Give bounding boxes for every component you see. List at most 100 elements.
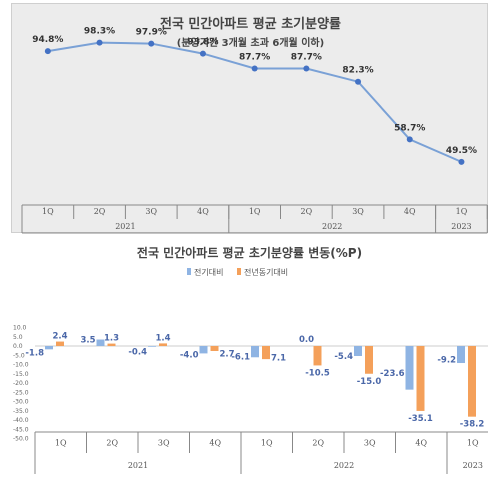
bar-prev-quarter-label: 0.0: [299, 335, 314, 345]
initial-sale-rate-point: [406, 136, 413, 143]
bar-prev-quarter: [45, 346, 53, 350]
line-chart-title: 전국 민간아파트 평균 초기분양률: [160, 16, 341, 32]
initial-sale-rate-point: [251, 65, 258, 72]
line-chart-quarter-label: 2Q: [94, 207, 106, 216]
bar-chart-svg: 전국 민간아파트 평균 초기분양률 변동(%P) 전기대비 전년동기대비 10.…: [13, 245, 499, 474]
bar-chart-y-tick-label: -5.0: [13, 352, 25, 359]
initial-sale-rate-data-label: 82.3%: [342, 66, 373, 76]
bar-chart-y-tick-label: -10.0: [13, 362, 29, 369]
bar-prev-year-label: 2.4: [52, 332, 67, 342]
bar-prev-year: [313, 346, 322, 366]
bar-prev-quarter: [405, 346, 414, 390]
bar-prev-year: [468, 346, 476, 417]
bar-chart-year-label: 2023: [463, 461, 483, 470]
sale-rate-change-bar-chart: 전국 민간아파트 평균 초기분양률 변동(%P) 전기대비 전년동기대비 10.…: [11, 238, 499, 474]
bar-chart-y-tick-label: 10.0: [13, 325, 27, 332]
bar-prev-quarter-label: -1.8: [25, 349, 44, 359]
initial-sale-rate-point: [355, 78, 362, 85]
bar-chart-y-tick-label: -50.0: [13, 436, 29, 443]
bar-prev-year-label: 7.1: [271, 354, 286, 364]
bar-chart-quarter-label: 3Q: [364, 439, 376, 448]
bar-chart-y-tick-label: -25.0: [13, 389, 29, 396]
legend-swatch-prev-quarter: [187, 268, 191, 275]
bar-chart-year-label: 2021: [128, 461, 148, 470]
line-chart-quarter-label: 4Q: [197, 207, 209, 216]
bar-prev-year: [210, 346, 219, 351]
bar-chart-quarter-label: 2Q: [106, 439, 118, 448]
legend-swatch-prev-year: [237, 268, 241, 275]
initial-sale-rate-point: [44, 48, 51, 55]
line-chart-svg: 전국 민간아파트 평균 초기분양률 (분양기간 3개월 초과 6개월 이하) 9…: [21, 16, 488, 234]
bar-prev-quarter-label: -9.2: [437, 356, 456, 366]
bar-chart-y-tick-label: -15.0: [13, 371, 29, 378]
initial-sale-rate-data-label: 97.9%: [136, 28, 167, 38]
bar-prev-quarter-label: -5.4: [334, 352, 353, 362]
line-chart-quarter-label: 3Q: [145, 207, 157, 216]
bar-chart-y-tick-label: -40.0: [13, 417, 29, 424]
bar-chart-quarter-label: 1Q: [261, 439, 273, 448]
bar-chart-y-tick-label: 5.0: [13, 334, 23, 341]
bar-chart-y-tick-label: -20.0: [13, 380, 29, 387]
line-chart-subtitle: (분양기간 3개월 초과 6개월 이하): [177, 36, 324, 49]
line-chart-quarter-label: 2Q: [301, 207, 313, 216]
bar-prev-quarter-label: -0.4: [128, 347, 147, 357]
line-chart-quarter-label: 1Q: [42, 207, 54, 216]
line-chart-year-label: 2021: [115, 222, 135, 231]
bar-prev-year-label: 2.7: [220, 349, 235, 359]
bar-chart-y-tick-label: -35.0: [13, 408, 29, 415]
bar-prev-quarter: [96, 339, 105, 346]
bar-chart-year-label: 2022: [334, 461, 354, 470]
initial-sale-rate-point: [303, 65, 310, 72]
bar-prev-year: [56, 341, 64, 346]
bar-prev-quarter-label: 3.5: [80, 336, 95, 346]
line-chart-year-label: 2023: [451, 222, 471, 231]
bar-prev-year-label: -38.2: [460, 420, 485, 430]
legend-label-prev-quarter: 전기대비: [194, 267, 223, 277]
bar-chart-y-tick-label: -45.0: [13, 426, 29, 433]
bar-chart-quarter-label: 4Q: [415, 439, 427, 448]
initial-sale-rate-data-label: 87.7%: [239, 53, 270, 63]
legend-label-prev-year: 전년동기대비: [244, 267, 288, 277]
bar-chart-title: 전국 민간아파트 평균 초기분양률 변동(%P): [137, 245, 362, 260]
initial-sale-rate-line-chart: 전국 민간아파트 평균 초기분양률 (분양기간 3개월 초과 6개월 이하) 9…: [11, 3, 488, 234]
bar-prev-year: [262, 346, 270, 360]
bar-prev-quarter: [148, 346, 156, 347]
bar-prev-quarter: [354, 346, 362, 356]
bar-prev-quarter: [457, 346, 465, 364]
bar-prev-quarter-label: -4.0: [180, 351, 199, 361]
bar-prev-year-label: -35.1: [408, 414, 433, 424]
line-chart-year-label: 2022: [322, 222, 342, 231]
initial-sale-rate-data-label: 98.3%: [84, 27, 115, 37]
bar-prev-year-label: 1.3: [104, 334, 119, 344]
bar-chart-quarter-label: 2Q: [312, 439, 324, 448]
bar-prev-quarter: [199, 346, 208, 354]
bar-prev-year: [416, 346, 425, 411]
bar-prev-year-label: -15.0: [357, 377, 382, 387]
bar-prev-year: [159, 343, 167, 346]
initial-sale-rate-data-label: 49.5%: [446, 146, 477, 156]
bar-prev-quarter-label: -23.6: [380, 369, 405, 379]
bar-prev-year-label: -10.5: [305, 368, 330, 378]
initial-sale-rate-data-label: 58.7%: [394, 123, 425, 133]
bar-prev-year: [365, 346, 373, 374]
bar-prev-quarter: [251, 346, 259, 358]
line-chart-quarter-label: 1Q: [456, 207, 468, 216]
initial-sale-rate-point: [199, 50, 206, 57]
bar-chart-y-tick-label: 0.0: [13, 343, 23, 350]
initial-sale-rate-data-label: 87.7%: [291, 53, 322, 63]
bar-prev-quarter-label: -6.1: [231, 353, 250, 363]
bar-chart-legend: 전기대비 전년동기대비: [187, 267, 288, 277]
bar-chart-y-tick-label: -30.0: [13, 399, 29, 406]
bar-prev-year: [107, 343, 116, 346]
line-chart-quarter-label: 4Q: [404, 207, 416, 216]
initial-sale-rate-point: [96, 39, 103, 46]
bar-chart-quarter-label: 1Q: [467, 439, 479, 448]
initial-sale-rate-data-label: 93.8%: [187, 38, 218, 48]
bar-chart-quarter-label: 4Q: [209, 439, 221, 448]
line-chart-quarter-label: 1Q: [249, 207, 261, 216]
initial-sale-rate-point: [148, 40, 155, 47]
bar-chart-quarter-label: 1Q: [55, 439, 67, 448]
line-chart-quarter-label: 3Q: [352, 207, 364, 216]
initial-sale-rate-data-label: 94.8%: [32, 35, 63, 45]
bar-prev-year-label: 1.4: [155, 333, 170, 343]
